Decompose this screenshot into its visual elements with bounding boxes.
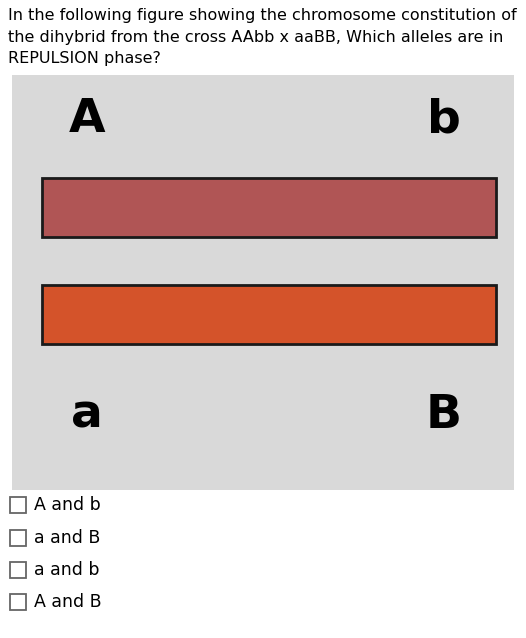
Text: a: a	[71, 392, 103, 438]
Bar	[10, 530, 26, 546]
Text: A and B: A and B	[34, 593, 102, 611]
Text: b: b	[427, 98, 461, 142]
Bar	[10, 594, 26, 610]
Text: a and b: a and b	[34, 561, 99, 579]
Text: A: A	[69, 98, 105, 142]
Bar	[10, 562, 26, 578]
Text: a and B: a and B	[34, 529, 100, 547]
Bar	[10, 497, 26, 513]
Text: In the following figure showing the chromosome constitution of
the dihybrid from: In the following figure showing the chro…	[8, 8, 517, 66]
Bar	[42, 285, 496, 344]
Bar	[12, 75, 514, 490]
Text: B: B	[426, 392, 462, 438]
Bar	[42, 178, 496, 237]
Text: A and b: A and b	[34, 496, 101, 514]
